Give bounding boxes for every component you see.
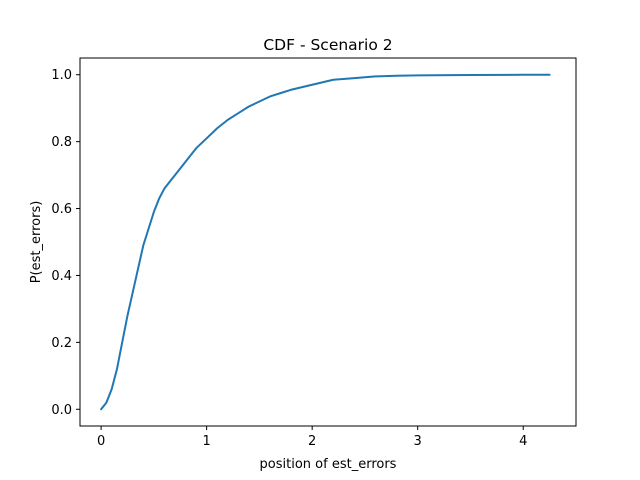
ticks-layer: 0 1 2 3 4 0.0 0.2 0.4 0.6 0.8 1.0	[51, 68, 527, 449]
plot-frame	[79, 57, 577, 427]
x-tick-label: 0	[97, 434, 105, 449]
cdf-series-line	[100, 73, 551, 411]
y-tick-label: 1.0	[51, 68, 72, 83]
y-tick-label: 0.8	[51, 135, 72, 150]
x-tick-label: 1	[202, 434, 210, 449]
x-tick-label: 2	[308, 434, 316, 449]
y-tick-label: 0.2	[51, 336, 72, 351]
y-tick-label: 0.6	[51, 202, 72, 217]
x-tick-label: 3	[414, 434, 422, 449]
data-layer	[100, 73, 551, 411]
x-tick-label: 4	[519, 434, 527, 449]
chart-title: CDF - Scenario 2	[263, 36, 392, 54]
y-axis-label: P(est_errors)	[29, 201, 44, 284]
y-tick-label: 0.0	[51, 403, 72, 418]
y-tick-label: 0.4	[51, 269, 72, 284]
x-axis-label: position of est_errors	[260, 457, 397, 472]
